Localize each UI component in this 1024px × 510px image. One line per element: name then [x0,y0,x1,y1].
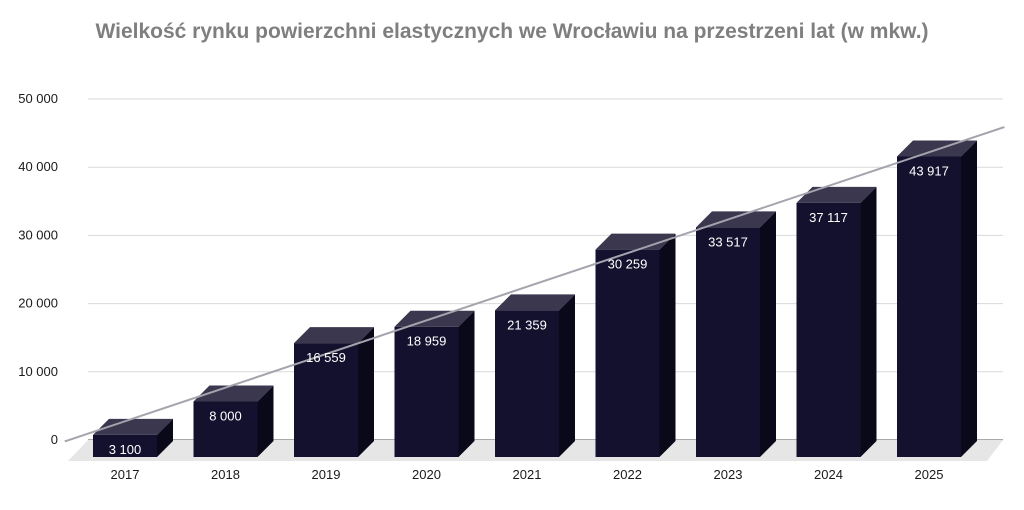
bar-top [294,327,374,344]
data-label: 43 917 [909,163,949,178]
x-tick-label: 2023 [714,467,743,482]
bar-top [897,140,977,157]
bar-front [93,434,157,457]
bar-side [157,418,173,457]
x-tick-label: 2025 [915,467,944,482]
chart-title: Wielkość rynku powierzchni elastycznych … [95,20,929,43]
x-tick-label: 2020 [412,467,441,482]
bar-front [897,156,961,457]
bar-front [796,202,861,457]
data-label: 18 959 [407,334,447,349]
bars [93,140,977,457]
trendline [64,126,1005,443]
data-label: 37 117 [809,210,848,225]
y-tick-label: 50 000 [18,91,58,106]
data-label: 8 000 [209,408,242,423]
x-tick-label: 2022 [613,467,642,482]
bar-front [595,249,660,457]
bar-side [257,385,274,457]
y-tick-label: 40 000 [18,159,58,174]
bar [595,233,676,457]
x-tick-label: 2021 [513,467,542,482]
data-label: 30 259 [608,257,648,272]
bar-top [595,233,676,250]
x-tick-label: 2024 [814,467,843,482]
bar-front [193,401,258,457]
x-tick-label: 2017 [111,467,140,482]
trendline-path [64,126,1005,443]
bar-side [358,327,374,457]
bar-side [961,140,977,457]
x-tick-label: 2019 [312,467,341,482]
bar-top [495,294,575,311]
data-label: 3 100 [109,442,142,457]
bar [897,140,977,457]
bar-top [193,385,274,402]
bar [696,211,776,457]
y-axis-ticks: 0 10 000 20 000 30 000 40 000 50 000 [18,91,58,447]
bar [796,186,877,457]
y-tick-label: 20 000 [18,296,58,311]
bar-top [93,418,173,435]
bar-front [495,310,559,457]
bar-side [760,211,776,457]
data-label: 16 559 [306,350,346,365]
x-tick-label: 2018 [211,467,240,482]
y-tick-label: 10 000 [18,364,58,379]
y-tick-label: 0 [51,432,58,447]
bar [495,294,575,457]
bar-side [458,310,475,457]
data-label: 21 359 [507,317,547,332]
y-tick-label: 30 000 [18,227,58,242]
x-axis-ticks: 2017 2018 2019 2020 2021 2022 2023 2024 2025 [111,467,944,482]
bar [294,327,374,457]
data-label: 33 517 [708,234,748,249]
bar-side [860,186,877,457]
bar-front [696,227,760,457]
bar [93,418,173,457]
bar-side [659,233,676,457]
bar [193,385,274,457]
bar [394,310,475,457]
data-labels: 3 100 8 000 16 559 18 959 21 359 30 259 33 517… [109,163,949,456]
bar-front [394,326,459,457]
bar-front [294,343,358,457]
bar-side [559,294,575,457]
